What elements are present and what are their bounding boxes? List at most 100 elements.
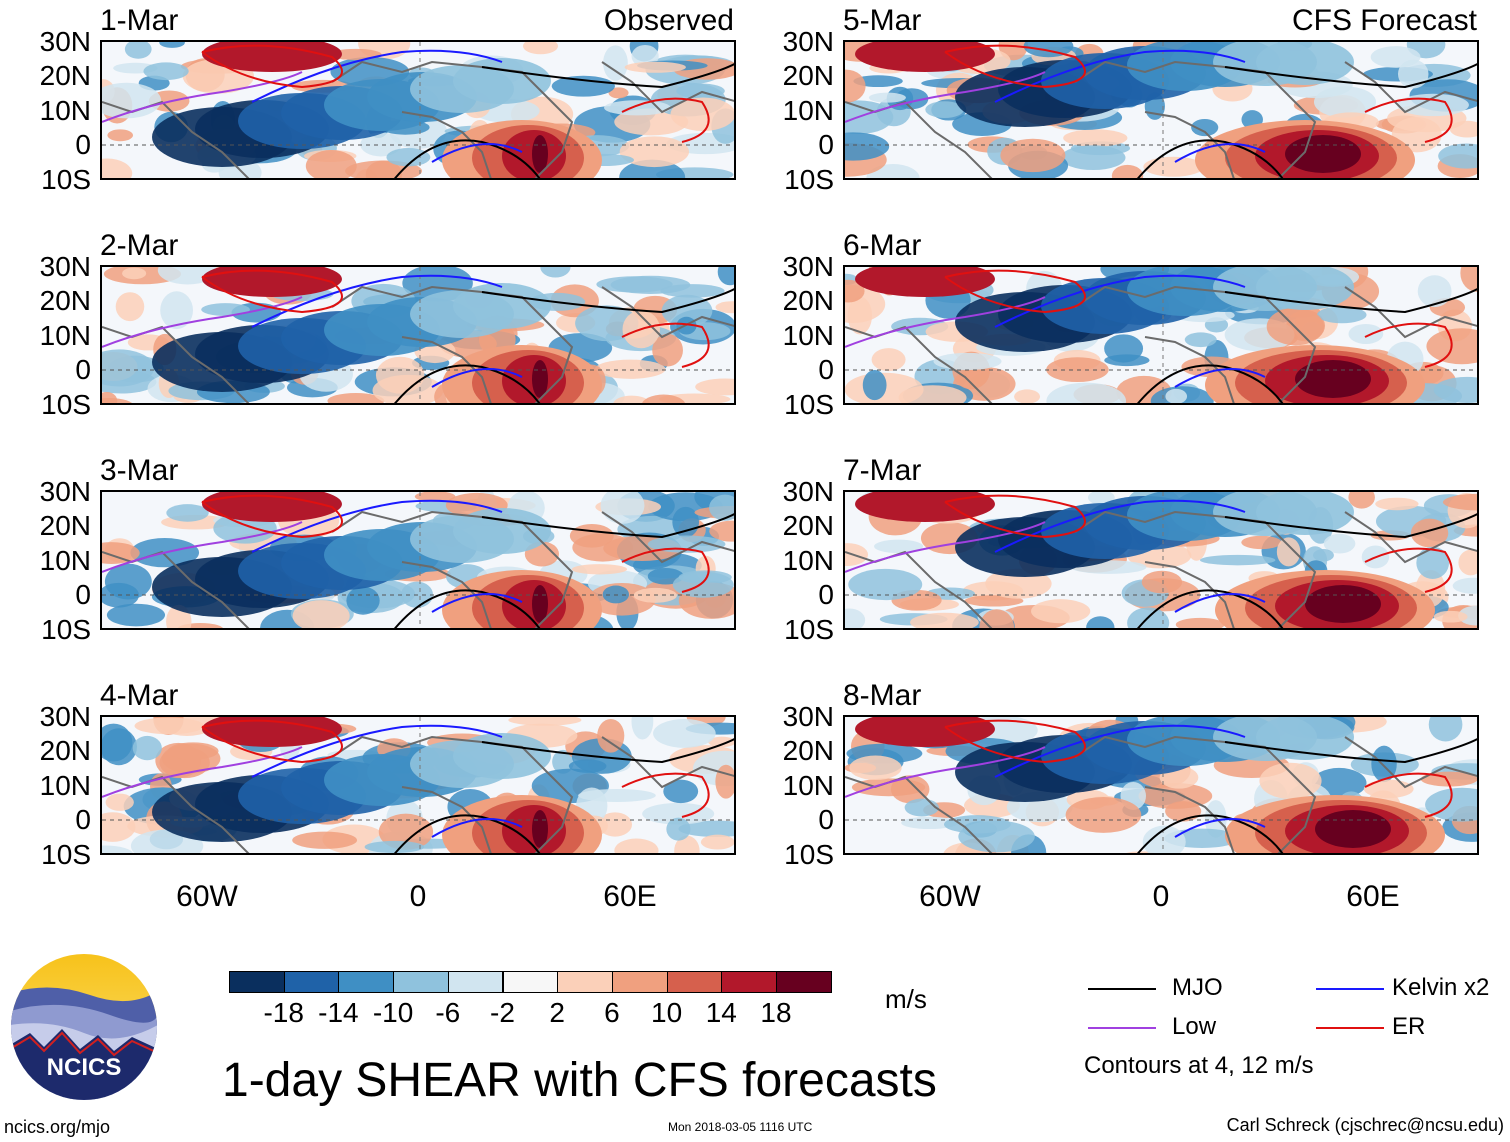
shear-map-panel [100,40,736,180]
shear-map-panel [100,715,736,855]
lat-label: 10N [39,320,91,351]
lat-label: 10S [784,839,834,870]
legend-line [1088,1027,1156,1029]
colorbar-tick-label: -2 [490,997,515,1028]
colorbar-swatch [229,971,285,993]
lat-label: 10N [782,770,834,801]
lat-label: 30N [39,476,91,507]
panel-tag: CFS Forecast [1291,4,1477,37]
colorbar-tick-label: -14 [318,997,359,1028]
lat-label: 0 [75,804,91,835]
colorbar-swatch [338,971,395,993]
lon-label: 60W [176,880,238,913]
colorbar-swatch [611,971,668,993]
colorbar-swatch [393,971,449,993]
legend-label: Low [1172,1013,1217,1040]
lat-label: 20N [39,510,91,541]
lat-label: 20N [39,735,91,766]
colorbar-tick-label: 10 [651,997,683,1028]
panel-date: 4-Mar [100,679,179,712]
lat-label: 10S [41,389,91,420]
colorbar-units: m/s [885,984,927,1014]
lat-label: 20N [782,60,834,91]
lat-label: 10S [784,389,834,420]
legend-label: Kelvin x2 [1392,974,1490,1001]
lat-label: 30N [782,476,834,507]
figure-title: 1-day SHEAR with CFS forecasts [222,1054,937,1107]
lat-label: 20N [782,285,834,316]
colorbar-swatch [721,971,777,993]
lat-label: 0 [75,354,91,385]
shear-map-panel [843,715,1479,855]
panel-date: 2-Mar [100,229,179,262]
panel-date: 1-Mar [100,4,179,37]
legend-label: MJO [1172,974,1223,1001]
shear-map-panel [843,490,1479,630]
lat-label: 0 [818,129,834,160]
colorbar-swatch [557,971,613,993]
lat-label: 0 [818,579,834,610]
lat-label: 10S [784,614,834,645]
lat-label: 10N [39,545,91,576]
shear-map-panel [100,490,736,630]
colorbar-tick-label: -18 [263,997,304,1028]
footer-site: ncics.org/mjo [4,1117,111,1137]
logo-text: NCICS [47,1054,122,1081]
lat-label: 30N [782,26,834,57]
lat-label: 30N [782,251,834,282]
panel-date: 3-Mar [100,454,179,487]
colorbar-tick-label: -6 [435,997,461,1028]
lon-label: 60W [919,880,981,913]
lat-label: 10S [41,164,91,195]
colorbar-swatch [447,971,504,993]
panel-tag: Observed [603,4,734,37]
legend-line [1316,988,1384,990]
lat-label: 30N [782,701,834,732]
lat-label: 0 [75,129,91,160]
colorbar-swatch [776,971,832,993]
shear-map-panel [843,265,1479,405]
panel-date: 8-Mar [843,679,922,712]
legend-line [1316,1027,1384,1029]
lat-label: 30N [39,251,91,282]
panel-date: 5-Mar [843,4,922,37]
footer-author: Carl Schreck (cjschrec@ncsu.edu) [1226,1115,1504,1135]
lon-label: 60E [1346,880,1400,913]
lon-label: 0 [1152,880,1170,913]
lat-label: 20N [39,285,91,316]
lat-label: 30N [39,26,91,57]
lon-label: 0 [409,880,427,913]
colorbar-tick-label: 14 [705,997,737,1028]
lat-label: 10S [41,614,91,645]
shear-map-panel [100,265,736,405]
lat-label: 10N [782,95,834,126]
lat-label: 10N [39,770,91,801]
lat-label: 0 [818,354,834,385]
ncics-logo: NCICS [10,953,158,1101]
legend-line [1088,988,1156,990]
colorbar-swatch [283,971,340,993]
panel-date: 6-Mar [843,229,922,262]
lat-label: 20N [782,510,834,541]
legend-note: Contours at 4, 12 m/s [1084,1052,1314,1079]
panel-date: 7-Mar [843,454,922,487]
lat-label: 10N [782,545,834,576]
colorbar-tick-label: -10 [372,997,414,1028]
colorbar-tick-label: 18 [760,997,792,1028]
lat-label: 10N [782,320,834,351]
lat-label: 10N [39,95,91,126]
lat-label: 10S [41,839,91,870]
lat-label: 30N [39,701,91,732]
colorbar-tick-label: 6 [604,997,620,1028]
lat-label: 20N [782,735,834,766]
shear-map-panel [843,40,1479,180]
lon-label: 60E [603,880,657,913]
lat-label: 0 [818,804,834,835]
colorbar-tick-label: 2 [549,997,565,1028]
lat-label: 20N [39,60,91,91]
lat-label: 0 [75,579,91,610]
footer-timestamp: Mon 2018-03-05 1116 UTC [668,1120,813,1134]
legend-label: ER [1392,1013,1426,1040]
lat-label: 10S [784,164,834,195]
colorbar-swatch [502,971,559,993]
